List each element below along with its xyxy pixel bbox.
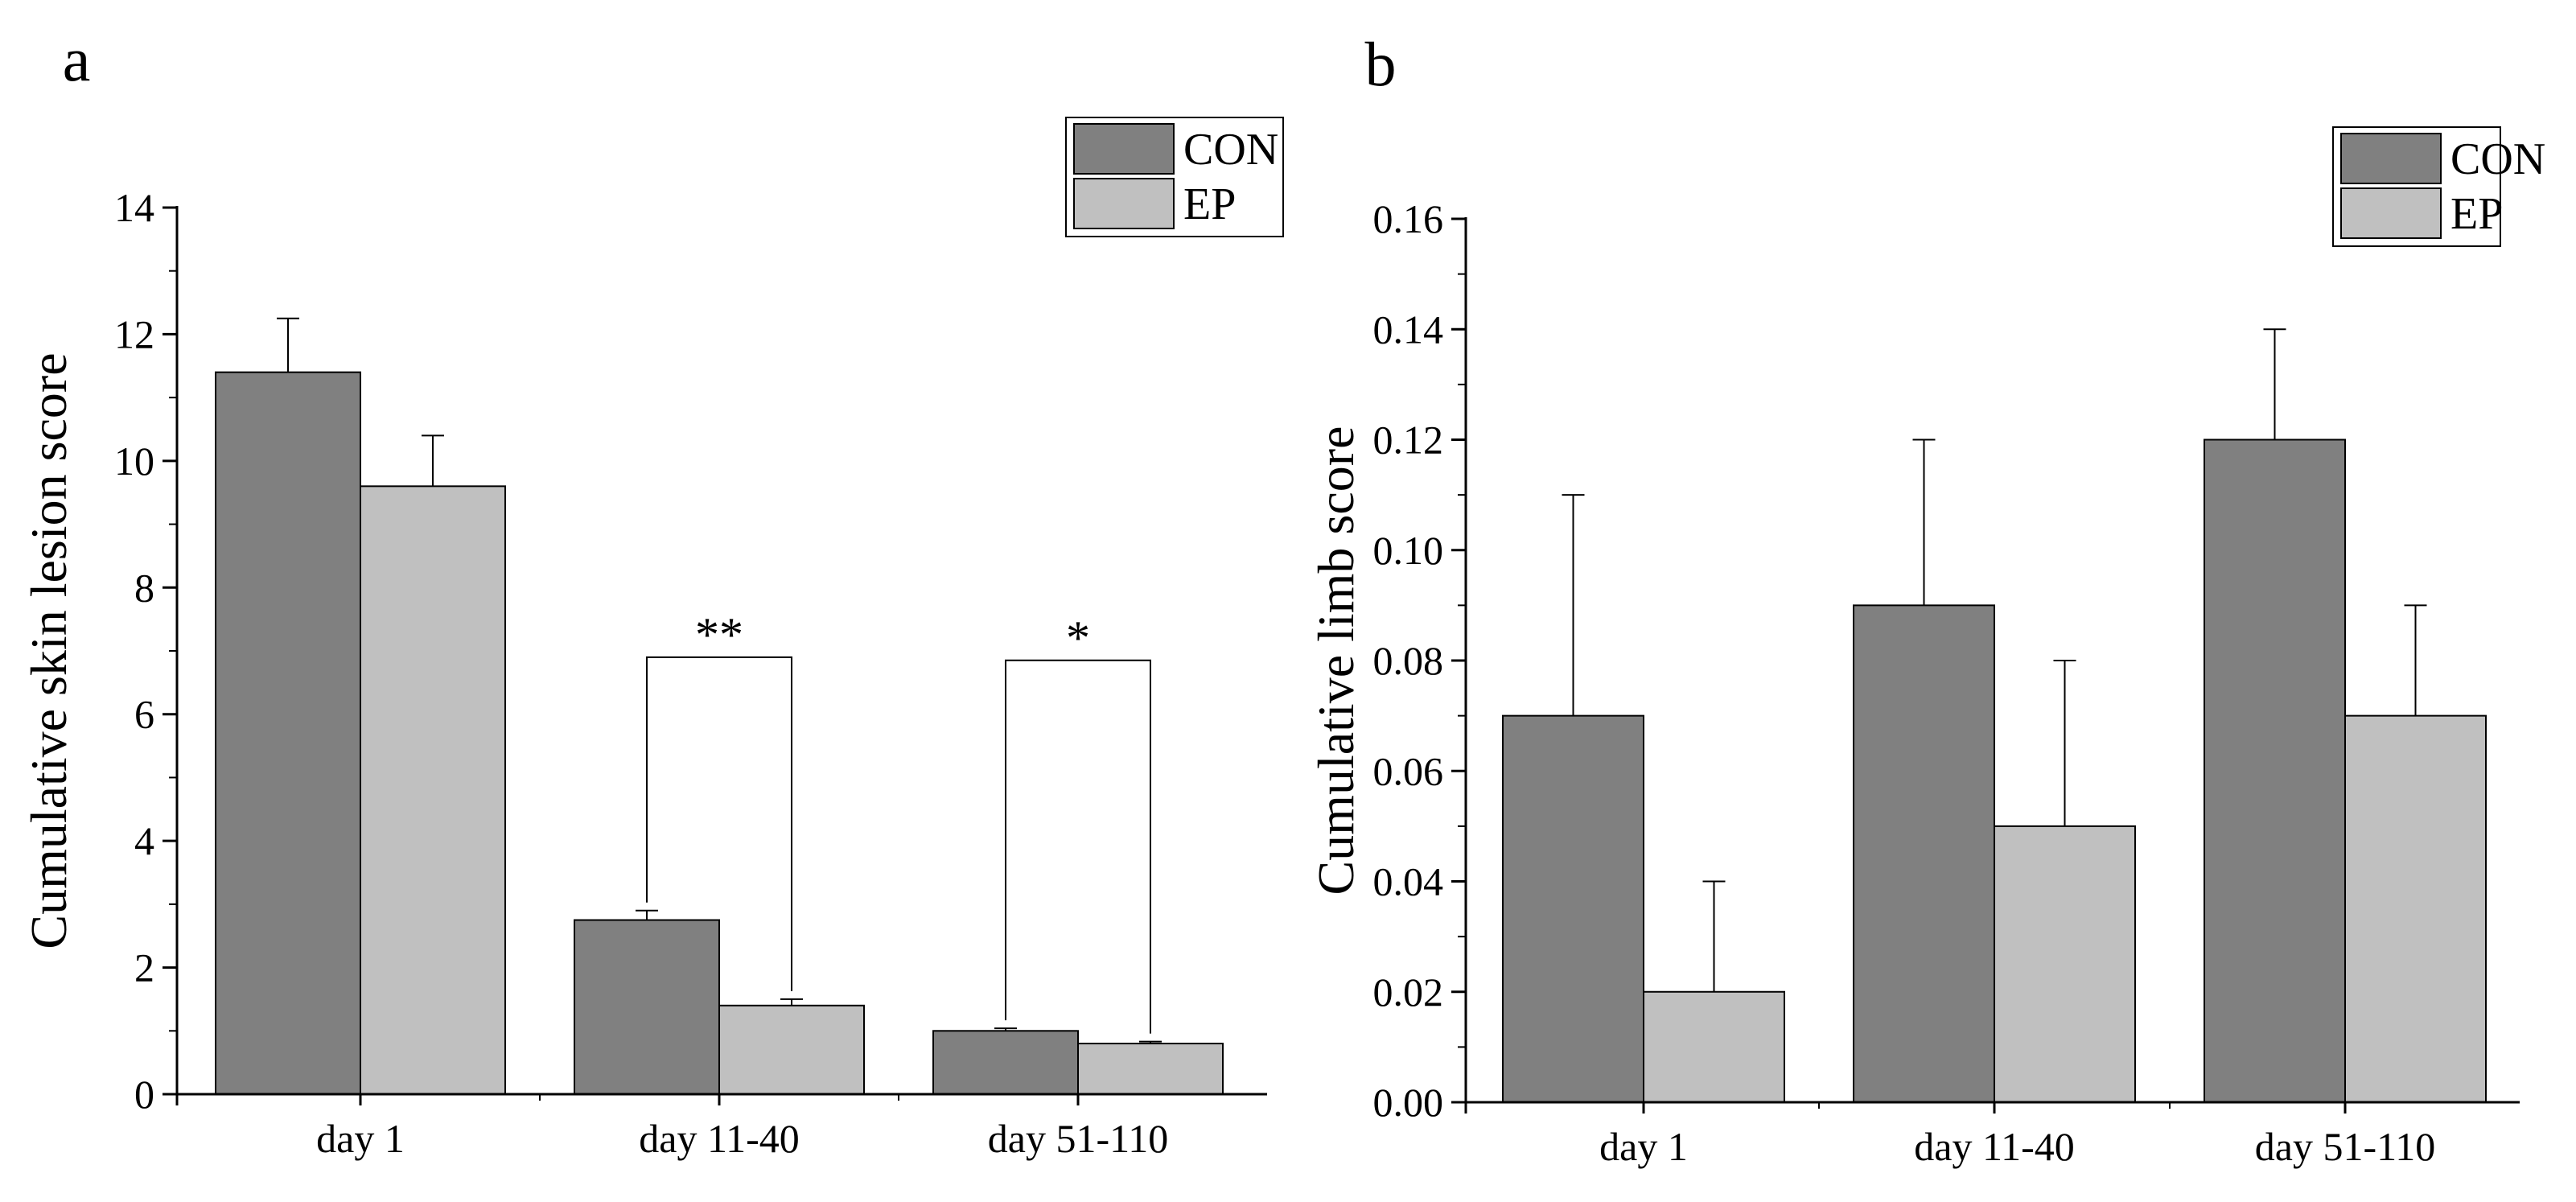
y-tick-label: 0.12 [1373, 418, 1444, 463]
bar-con-0 [215, 371, 361, 1095]
bar-ep-2 [2344, 714, 2487, 1103]
bar-con-2 [2204, 438, 2346, 1103]
y-tick-label: 12 [114, 311, 154, 356]
bar-ep-2 [1077, 1043, 1224, 1095]
y-tick-label: 4 [134, 818, 154, 863]
bar-con-2 [932, 1030, 1079, 1096]
bar-ep-0 [360, 485, 506, 1095]
bar-ep-1 [718, 1004, 865, 1096]
x-tick-label: day 51-110 [988, 1116, 1169, 1161]
y-tick-label: 6 [134, 692, 154, 737]
x-tick-label: day 1 [1599, 1124, 1688, 1169]
legend-swatch-ep [2340, 187, 2442, 239]
y-tick-label: 0.06 [1373, 748, 1444, 793]
legend-swatch-ep [1073, 178, 1175, 229]
legend-label-ep: EP [1183, 179, 1236, 229]
y-tick-label: 10 [114, 438, 154, 484]
y-axis-title: Cumulative limb score [1307, 426, 1364, 895]
y-tick-label: 0.02 [1373, 969, 1444, 1015]
panel-label: b [1365, 29, 1397, 99]
bar-con-0 [1502, 714, 1644, 1103]
y-tick-label: 0.08 [1373, 638, 1444, 683]
y-tick-label: 0.04 [1373, 859, 1444, 904]
panel-label: a [63, 24, 91, 94]
significance-label-1: * [1066, 611, 1090, 665]
y-tick-label: 14 [114, 185, 154, 230]
y-axis-title: Cumulative skin lesion score [20, 352, 77, 949]
y-tick-label: 0.14 [1373, 307, 1444, 352]
y-tick-label: 0.00 [1373, 1080, 1444, 1125]
significance-bracket-1 [1005, 659, 1151, 1034]
y-tick-label: 0.16 [1373, 196, 1444, 241]
x-tick-label: day 1 [316, 1116, 405, 1161]
y-tick-label: 2 [134, 945, 154, 990]
bar-ep-1 [1994, 825, 2136, 1103]
significance-label-0: ** [695, 608, 743, 661]
legend-label-ep: EP [2450, 189, 2503, 239]
legend-label-con: CON [1183, 125, 1278, 175]
y-tick-label: 0.10 [1373, 528, 1444, 573]
significance-bracket-0 [646, 656, 792, 991]
bar-con-1 [1853, 604, 1995, 1103]
y-tick-label: 8 [134, 565, 154, 610]
bar-ep-0 [1643, 990, 1785, 1103]
legend-swatch-con [1073, 123, 1175, 175]
x-tick-label: day 51-110 [2255, 1124, 2436, 1169]
legend-label-con: CON [2450, 134, 2545, 184]
x-tick-label: day 11-40 [639, 1116, 800, 1161]
panel-b: b 0.00 0.02 0.04 0.06 0.08 0.10 0.12 0.14 0.16 day… [1307, 29, 2545, 1169]
legend-swatch-con [2340, 133, 2442, 184]
x-tick-label: day 11-40 [1914, 1124, 2075, 1169]
y-tick-label: 0 [134, 1072, 154, 1117]
bar-con-1 [574, 919, 720, 1096]
